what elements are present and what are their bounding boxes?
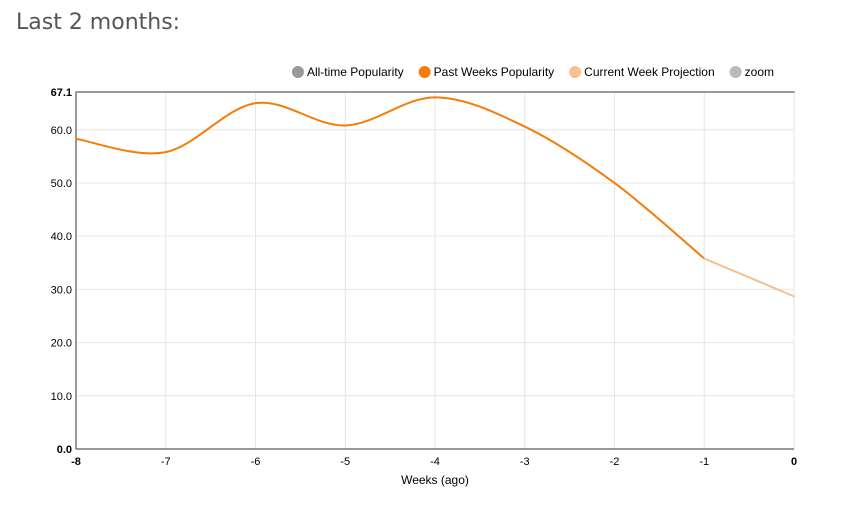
x-tick-label: 0 [791, 456, 797, 468]
legend-marker [729, 66, 742, 78]
legend-label: All-time Popularity [307, 65, 404, 79]
legend-label: Current Week Projection [584, 65, 715, 79]
page-title: Last 2 months: [16, 10, 181, 35]
legend-marker [569, 66, 582, 78]
axes [75, 92, 794, 450]
y-tick-label: 40.0 [51, 231, 72, 243]
legend[interactable]: All-time Popularity Past Weeks Popularity… [291, 65, 774, 79]
y-tick-label: 0.0 [57, 444, 72, 456]
x-axis-title: Weeks (ago) [401, 473, 469, 487]
y-tick-label: 10.0 [51, 391, 72, 403]
y-tick-label: 60.0 [51, 125, 72, 137]
series-lines [75, 91, 795, 298]
x-tick-label: -6 [251, 456, 261, 468]
y-tick-label: 20.0 [51, 338, 72, 350]
legend-label: zoom [745, 65, 774, 79]
series-line-3 [703, 257, 795, 298]
series-line-2 [75, 96, 706, 260]
x-tick-label: -5 [340, 456, 350, 468]
tick-labels: 0.0 10.0 20.0 30.0 40.0 50.0 60.0 67.1 -8 -7 -6 -5 -… [51, 87, 797, 468]
legend-item[interactable]: Current Week Projection [569, 65, 715, 79]
legend-item[interactable]: Past Weeks Popularity [418, 65, 555, 79]
legend-marker [291, 66, 304, 78]
y-tick-label: 50.0 [51, 178, 72, 190]
x-tick-label: -3 [520, 456, 530, 468]
y-max-label: 67.1 [51, 87, 72, 99]
legend-label: Past Weeks Popularity [434, 65, 555, 79]
y-tick-label: 30.0 [51, 284, 72, 296]
x-tick-label: -1 [699, 456, 709, 468]
x-tick-label: -4 [430, 456, 440, 468]
x-tick-label: -7 [161, 456, 171, 468]
x-tick-label: -2 [610, 456, 620, 468]
legend-marker [418, 66, 431, 78]
legend-item[interactable]: zoom [729, 65, 774, 79]
legend-item[interactable]: All-time Popularity [291, 65, 404, 79]
x-tick-label: -8 [71, 456, 81, 468]
